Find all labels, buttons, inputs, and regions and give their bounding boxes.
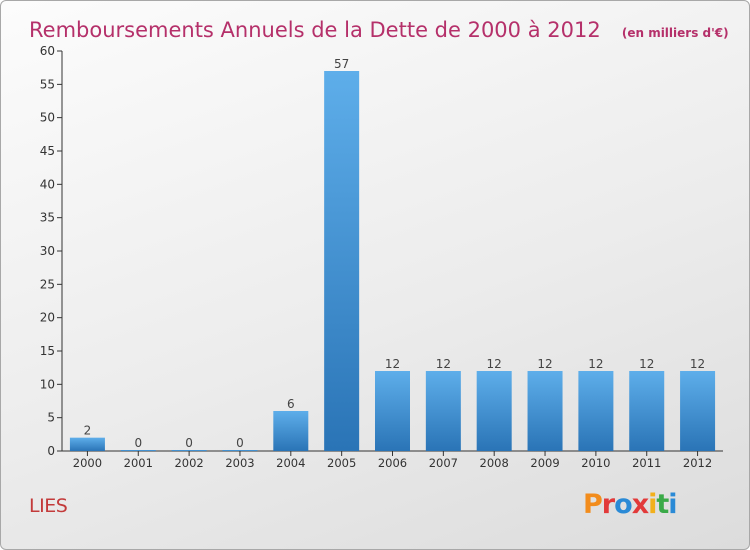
data-label: 12 <box>436 357 451 371</box>
x-tick-label: 2001 <box>124 456 153 470</box>
bar <box>476 371 512 451</box>
x-tick-label: 2010 <box>581 456 610 470</box>
y-tick-label: 5 <box>47 411 55 425</box>
data-label: 0 <box>185 436 193 450</box>
bar <box>222 450 258 451</box>
bar <box>527 371 563 451</box>
logo-letter: P <box>583 489 603 520</box>
bar <box>120 450 156 451</box>
data-label: 12 <box>639 357 654 371</box>
data-label: 0 <box>236 436 244 450</box>
proxiti-logo[interactable]: Proxiti <box>583 489 678 520</box>
chart-title: Remboursements Annuels de la Dette de 20… <box>29 7 729 45</box>
x-tick-label: 2006 <box>378 456 407 470</box>
y-tick-label: 50 <box>40 111 55 125</box>
y-tick-label: 45 <box>40 144 55 158</box>
bar <box>629 371 665 451</box>
x-tick-label: 2008 <box>480 456 509 470</box>
x-tick-label: 2011 <box>632 456 661 470</box>
bar <box>680 371 716 451</box>
data-label: 12 <box>385 357 400 371</box>
bar <box>171 450 207 451</box>
bar <box>578 371 614 451</box>
logo-letter: i <box>648 489 657 520</box>
data-label: 12 <box>690 357 705 371</box>
y-tick-label: 10 <box>40 377 55 391</box>
chart-unit-label: (en milliers d'€) <box>621 26 729 40</box>
data-label: 12 <box>487 357 502 371</box>
bar <box>324 71 360 451</box>
data-label: 2 <box>84 424 92 438</box>
x-tick-label: 2004 <box>276 456 305 470</box>
y-tick-label: 0 <box>47 444 55 458</box>
data-label: 12 <box>588 357 603 371</box>
x-tick-label: 2012 <box>683 456 712 470</box>
data-label: 0 <box>134 436 142 450</box>
y-tick-label: 60 <box>40 44 55 58</box>
data-label: 6 <box>287 397 295 411</box>
x-tick-label: 2000 <box>73 456 102 470</box>
bar <box>425 371 461 451</box>
bars: 2 0 0 0 6 57 12 12 12 12 12 12 12 <box>69 57 716 451</box>
logo-letter: o <box>614 489 633 520</box>
logo-letter: x <box>631 489 649 520</box>
logo-letter: i <box>668 489 677 520</box>
bar <box>375 371 410 451</box>
x-tick-label: 2005 <box>327 456 356 470</box>
x-tick-label: 2007 <box>429 456 458 470</box>
logo-letter: t <box>656 489 669 520</box>
chart-title-main: Remboursements Annuels de la Dette de 20… <box>29 18 601 42</box>
x-tick-label: 2002 <box>174 456 203 470</box>
x-tick-label: 2009 <box>530 456 559 470</box>
bar <box>273 411 309 451</box>
x-axis: 2000 2001 2002 2003 2004 2005 2006 2007 2008 2009… <box>62 450 723 470</box>
bar <box>69 437 105 451</box>
y-tick-label: 25 <box>40 277 55 291</box>
y-tick-label: 30 <box>40 244 55 258</box>
y-tick-label: 15 <box>40 344 55 358</box>
data-label: 12 <box>537 357 552 371</box>
y-axis: 0 5 10 15 20 25 30 35 40 45 50 55 60 <box>40 44 63 458</box>
data-label: 57 <box>334 57 349 71</box>
logo-letter: r <box>601 489 615 520</box>
commune-name: LIES <box>29 495 68 517</box>
y-tick-label: 20 <box>40 311 55 325</box>
x-tick-label: 2003 <box>225 456 254 470</box>
y-tick-label: 55 <box>40 77 55 91</box>
y-tick-label: 40 <box>40 177 55 191</box>
y-tick-label: 35 <box>40 211 55 225</box>
